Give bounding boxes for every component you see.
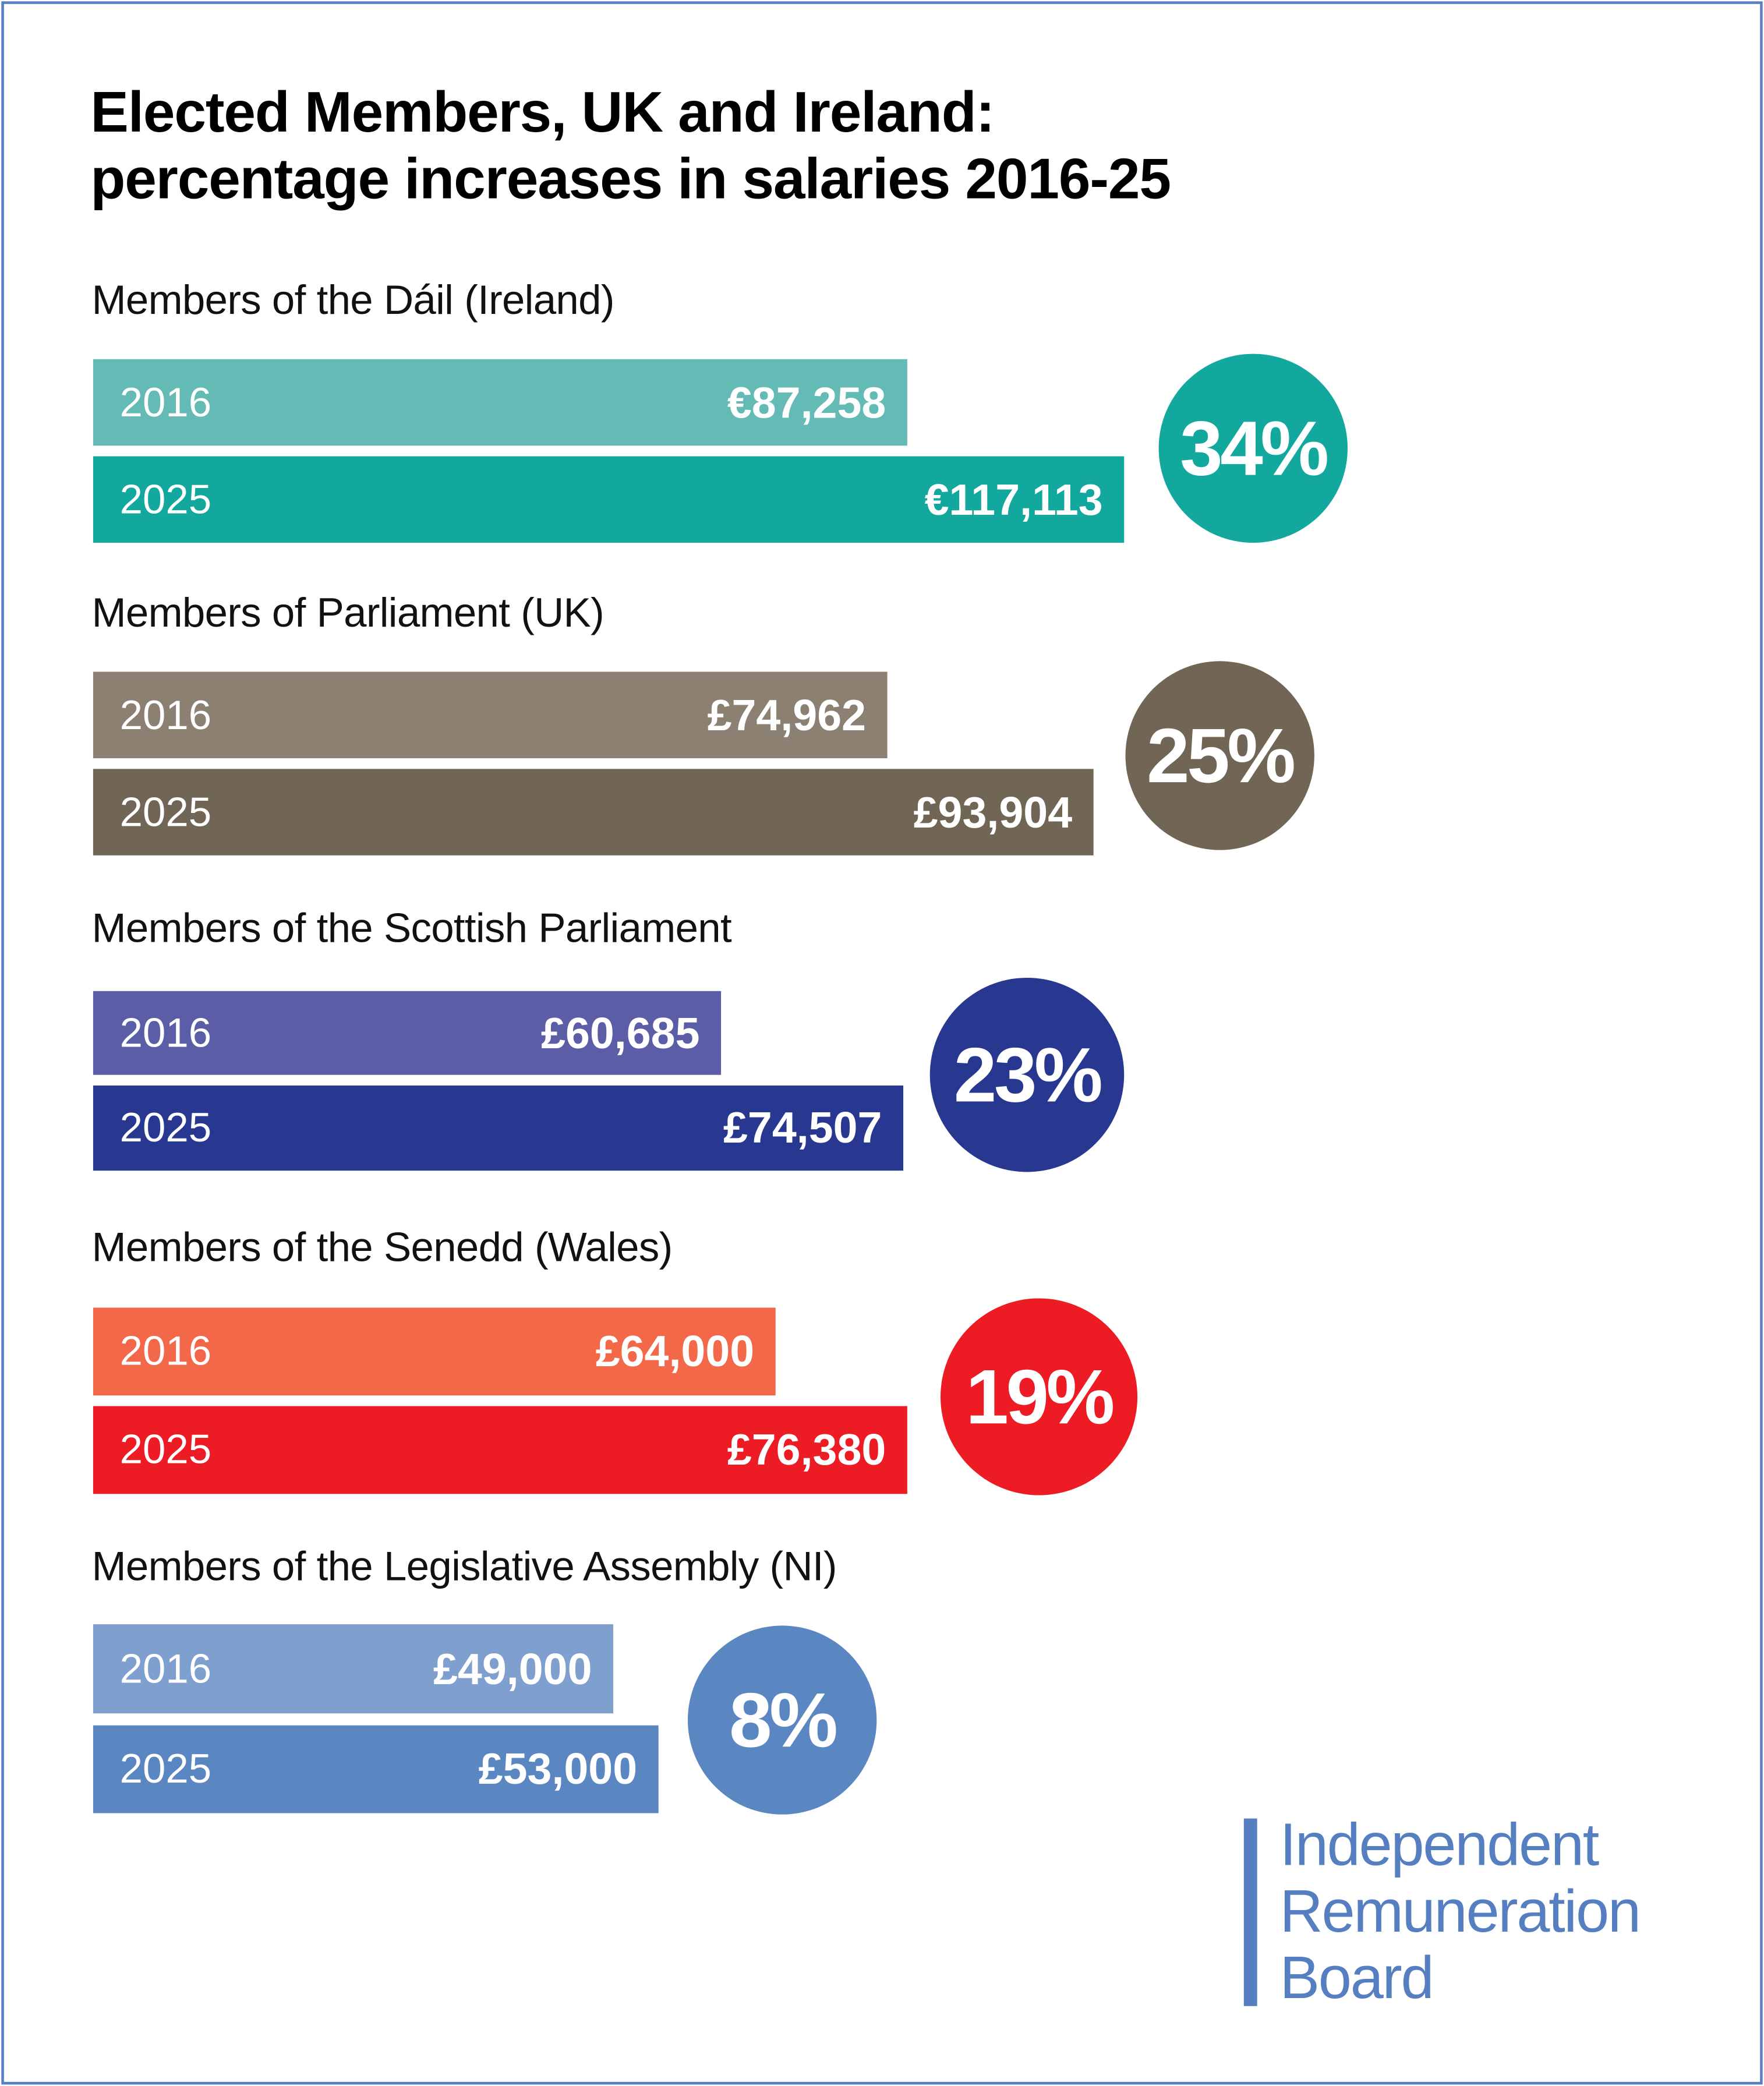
year-label: 2016 <box>119 691 212 738</box>
value-label: £64,000 <box>595 1326 755 1376</box>
value-label: £93,904 <box>913 787 1073 836</box>
value-label: £74,962 <box>707 690 867 739</box>
increase-badge: 19% <box>941 1298 1138 1495</box>
bar-2025: 2025 €117,113 <box>93 456 1125 543</box>
bar-2016: 2016 £74,962 <box>93 671 888 759</box>
bar-2016: 2016 £49,000 <box>93 1624 614 1714</box>
year-label: 2025 <box>119 1426 212 1473</box>
group-label: Members of the Senedd (Wales) <box>91 1224 673 1271</box>
year-label: 2025 <box>119 475 212 522</box>
increase-badge: 23% <box>929 977 1125 1172</box>
value-label: £53,000 <box>478 1744 638 1794</box>
bar-2025: 2025 £76,380 <box>93 1406 907 1494</box>
value-label: £49,000 <box>433 1643 592 1693</box>
title-line-2: percentage increases in salaries 2016-25 <box>90 147 1171 212</box>
group-label: Members of Parliament (UK) <box>91 589 605 636</box>
bar-2025: 2025 £53,000 <box>93 1725 659 1813</box>
group-label: Members of the Legislative Assembly (NI) <box>91 1543 837 1590</box>
bar-2016: 2016 £64,000 <box>93 1307 776 1396</box>
title-line-1: Elected Members, UK and Ireland: <box>90 81 995 145</box>
logo-line-1: Independent <box>1279 1810 1599 1879</box>
value-label: €87,258 <box>727 377 886 427</box>
group-label: Members of the Scottish Parliament <box>91 904 732 952</box>
logo-line-3: Board <box>1279 1943 1434 2011</box>
value-label: £74,507 <box>723 1102 882 1152</box>
year-label: 2025 <box>119 1745 212 1792</box>
irb-logo: Independent Remuneration Board <box>1279 1810 1641 2011</box>
increase-badge: 34% <box>1158 353 1348 543</box>
year-label: 2025 <box>119 1104 212 1151</box>
logo-line-2: Remuneration <box>1279 1877 1641 1945</box>
year-label: 2016 <box>119 378 212 425</box>
chart-title: Elected Members, UK and Ireland: percent… <box>90 80 1171 213</box>
value-label: £76,380 <box>727 1424 886 1475</box>
value-label: €117,113 <box>924 474 1103 524</box>
year-label: 2016 <box>119 1645 212 1692</box>
logo-accent-bar <box>1243 1818 1257 2006</box>
year-label: 2016 <box>119 1327 212 1374</box>
bar-2025: 2025 £74,507 <box>93 1085 904 1171</box>
bar-2025: 2025 £93,904 <box>93 769 1094 855</box>
year-label: 2025 <box>119 788 212 835</box>
bar-2016: 2016 £60,685 <box>93 991 722 1075</box>
value-label: £60,685 <box>541 1007 700 1057</box>
group-label: Members of the Dáil (Ireland) <box>91 277 615 324</box>
year-label: 2016 <box>119 1009 212 1056</box>
increase-badge: 8% <box>687 1625 877 1815</box>
increase-badge: 25% <box>1125 661 1314 850</box>
bar-2016: 2016 €87,258 <box>93 359 907 446</box>
